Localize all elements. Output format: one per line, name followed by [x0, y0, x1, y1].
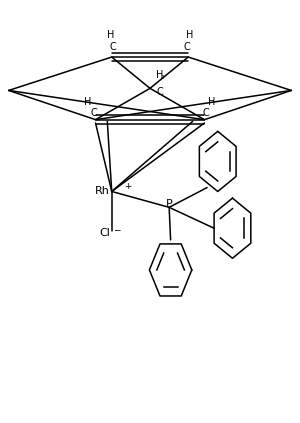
Text: +: +: [124, 182, 132, 191]
Text: C: C: [110, 42, 117, 52]
Text: C: C: [91, 108, 98, 118]
Text: C: C: [183, 42, 190, 52]
Text: H: H: [85, 97, 92, 107]
Text: P: P: [166, 199, 172, 209]
Text: H: H: [106, 30, 114, 39]
Text: Cl: Cl: [99, 228, 110, 238]
Text: H: H: [186, 30, 194, 39]
Text: Rh: Rh: [95, 187, 110, 196]
Text: H: H: [157, 70, 164, 80]
Text: H: H: [208, 97, 215, 107]
Text: C: C: [157, 87, 163, 97]
Text: −: −: [113, 225, 121, 234]
Text: $_2$: $_2$: [160, 73, 165, 82]
Text: C: C: [202, 108, 209, 118]
